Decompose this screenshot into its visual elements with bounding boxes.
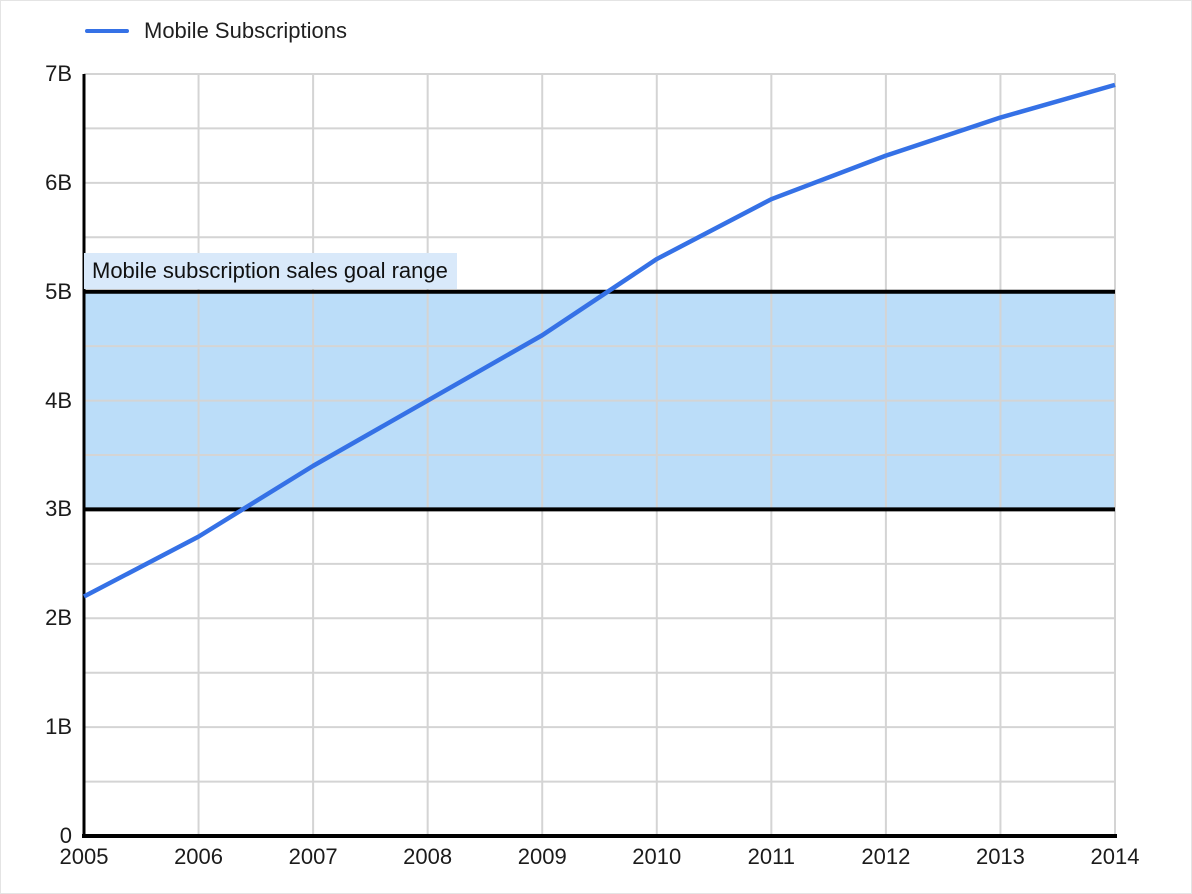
legend-label: Mobile Subscriptions [144,18,347,43]
legend: Mobile Subscriptions [85,16,347,46]
series-line [82,82,1116,599]
goal-range-annotation-label: Mobile subscription sales goal range [84,252,457,289]
legend-line-swatch [85,29,129,33]
